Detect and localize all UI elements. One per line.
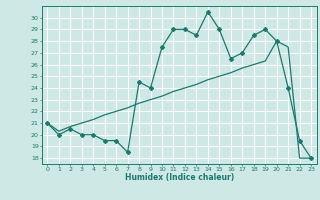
X-axis label: Humidex (Indice chaleur): Humidex (Indice chaleur) (124, 173, 234, 182)
